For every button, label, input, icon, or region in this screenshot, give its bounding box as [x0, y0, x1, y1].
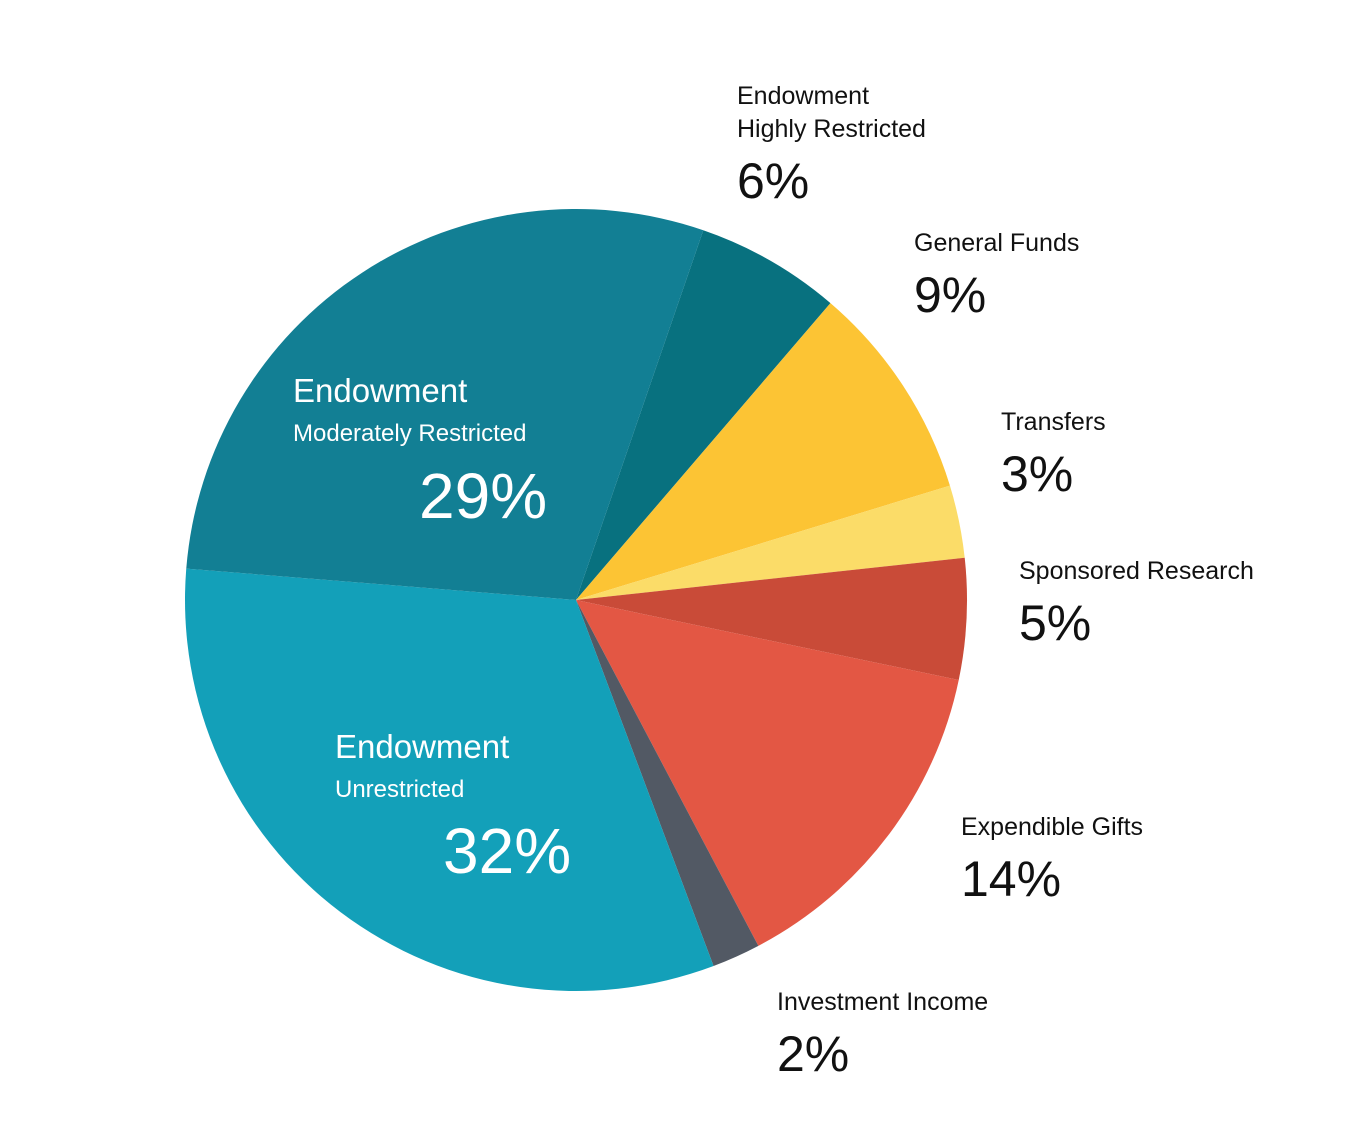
label-transfers: Transfers 3%	[1001, 408, 1106, 502]
slice-name-line1: Expendible Gifts	[961, 813, 1143, 841]
slice-name-line2: Moderately Restricted	[293, 420, 526, 447]
slice-name-line1: Transfers	[1001, 408, 1106, 436]
slice-percent: 9%	[914, 267, 986, 323]
slice-name-line1: General Funds	[914, 229, 1079, 257]
slice-name-line2: Unrestricted	[335, 776, 464, 803]
slice-name-line1: Investment Income	[777, 988, 988, 1016]
label-investment-income: Investment Income 2%	[777, 988, 988, 1082]
slice-expendible-gifts	[576, 600, 959, 946]
slice-sponsored-research	[576, 557, 967, 680]
slice-name-line1: Endowment	[293, 372, 467, 409]
slice-endowment-moderately-restricted	[186, 208, 704, 601]
slice-name-line2: Highly Restricted	[737, 115, 926, 143]
pie-slices	[185, 208, 967, 992]
label-expendible-gifts: Expendible Gifts 14%	[961, 813, 1143, 907]
slice-name-line1: Endowment	[737, 82, 869, 110]
slice-endowment-unrestricted	[185, 568, 714, 992]
slice-percent: 29%	[419, 460, 547, 532]
slice-transfers	[576, 485, 965, 600]
label-endowment-highly-restricted: Endowment Highly Restricted 6%	[737, 82, 926, 209]
label-endowment-unrestricted: Endowment Unrestricted 32%	[335, 728, 571, 887]
slice-general-funds	[576, 303, 950, 600]
slice-investment-income	[576, 600, 759, 966]
slice-endowment-highly-restricted	[576, 230, 831, 601]
slice-percent: 3%	[1001, 446, 1073, 502]
slice-percent: 14%	[961, 851, 1061, 907]
label-sponsored-research: Sponsored Research 5%	[1019, 557, 1254, 651]
label-general-funds: General Funds 9%	[914, 229, 1079, 323]
label-endowment-moderately-restricted: Endowment Moderately Restricted 29%	[293, 372, 547, 532]
slice-name-line1: Endowment	[335, 728, 509, 765]
pie-labels: Endowment Highly Restricted 6% General Fund…	[293, 82, 1254, 1082]
slice-percent: 32%	[443, 815, 571, 887]
slice-percent: 2%	[777, 1026, 849, 1082]
slice-name-line1: Sponsored Research	[1019, 557, 1254, 585]
slice-percent: 5%	[1019, 595, 1091, 651]
slice-percent: 6%	[737, 153, 809, 209]
